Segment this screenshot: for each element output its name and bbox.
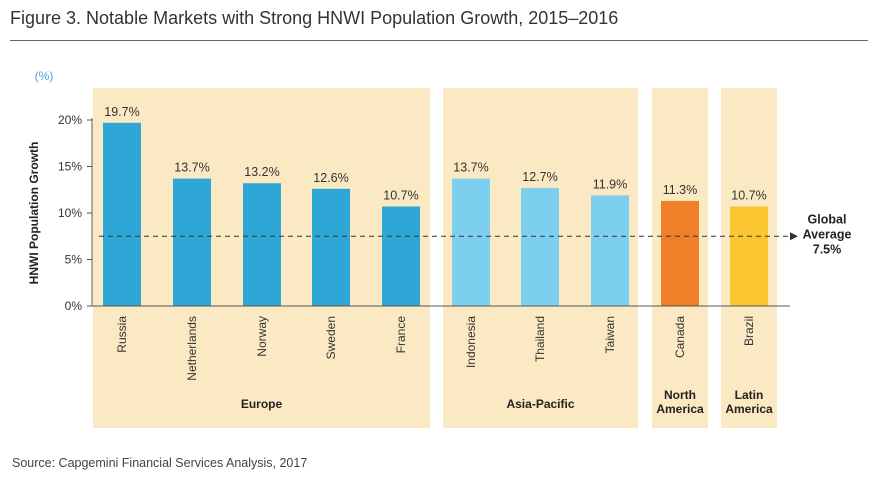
bar-value-label: 13.7% [453,161,488,175]
group-label-latin_america: America [725,402,773,416]
group-label-latin_america: Latin [735,388,764,402]
source-note: Source: Capgemini Financial Services Ana… [12,456,308,470]
group-label-europe: Europe [241,397,283,411]
bar-netherlands [173,178,211,306]
title-divider [10,40,868,41]
figure-title: Figure 3. Notable Markets with Strong HN… [10,8,619,28]
y-tick-label: 5% [65,253,83,267]
category-label: Brazil [742,316,756,346]
category-label: Taiwan [603,316,617,353]
bar-thailand [521,187,559,306]
bar-value-label: 12.6% [313,171,348,185]
y-tick-label: 10% [58,206,82,220]
y-tick-label: 15% [58,160,82,174]
bar-france [382,206,420,306]
bar-value-label: 11.9% [593,177,628,191]
category-label: Sweden [324,316,338,359]
bar-indonesia [452,178,490,306]
category-label: Russia [115,316,129,353]
bar-value-label: 11.3% [663,183,698,197]
y-axis-title: HNWI Population Growth [27,142,41,285]
bar-value-label: 10.7% [731,188,766,202]
category-label: France [394,316,408,354]
y-unit-label: (%) [35,69,54,83]
global-average-label: Global [808,212,847,226]
bar-russia [103,122,141,306]
bar-sweden [312,188,350,306]
y-tick-label: 0% [65,299,83,313]
bar-value-label: 13.7% [174,161,209,175]
group-label-north_america: North [664,388,696,402]
bar-canada [661,200,699,306]
bar-brazil [730,206,768,306]
category-label: Netherlands [185,316,199,381]
category-label: Indonesia [464,316,478,368]
bar-value-label: 19.7% [104,105,139,119]
bar-norway [243,183,281,306]
global-average-label: Average [803,227,852,241]
group-label-north_america: America [656,402,704,416]
bar-value-label: 12.7% [522,170,557,184]
category-label: Thailand [533,316,547,362]
global-average-label: 7.5% [813,242,842,256]
group-label-asia_pacific: Asia-Pacific [506,397,574,411]
bar-value-label: 13.2% [244,165,279,179]
category-label: Norway [255,316,269,357]
bar-value-label: 10.7% [383,188,418,202]
global-average-arrow-icon [790,232,798,241]
category-label: Canada [673,316,687,358]
bar-taiwan [591,195,629,306]
y-tick-label: 20% [58,113,82,127]
